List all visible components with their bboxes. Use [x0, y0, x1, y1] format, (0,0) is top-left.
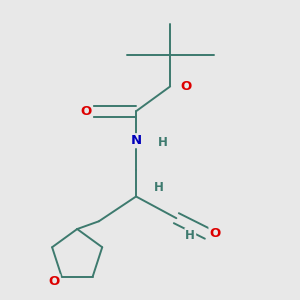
Text: O: O: [81, 105, 92, 118]
Text: H: H: [154, 181, 164, 194]
Text: H: H: [185, 229, 195, 242]
Text: O: O: [180, 80, 191, 93]
Text: O: O: [48, 275, 60, 288]
Text: O: O: [209, 227, 221, 240]
Text: H: H: [158, 136, 167, 149]
Text: N: N: [130, 134, 142, 147]
